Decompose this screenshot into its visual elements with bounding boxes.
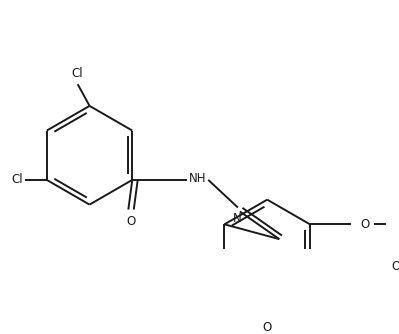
Text: O: O — [391, 260, 399, 273]
Text: NH: NH — [189, 172, 206, 185]
Text: O: O — [263, 321, 272, 334]
Text: O: O — [126, 215, 136, 228]
Text: Cl: Cl — [12, 173, 23, 186]
Text: Cl: Cl — [71, 67, 83, 80]
Text: O: O — [361, 218, 370, 231]
Text: N: N — [233, 212, 241, 225]
